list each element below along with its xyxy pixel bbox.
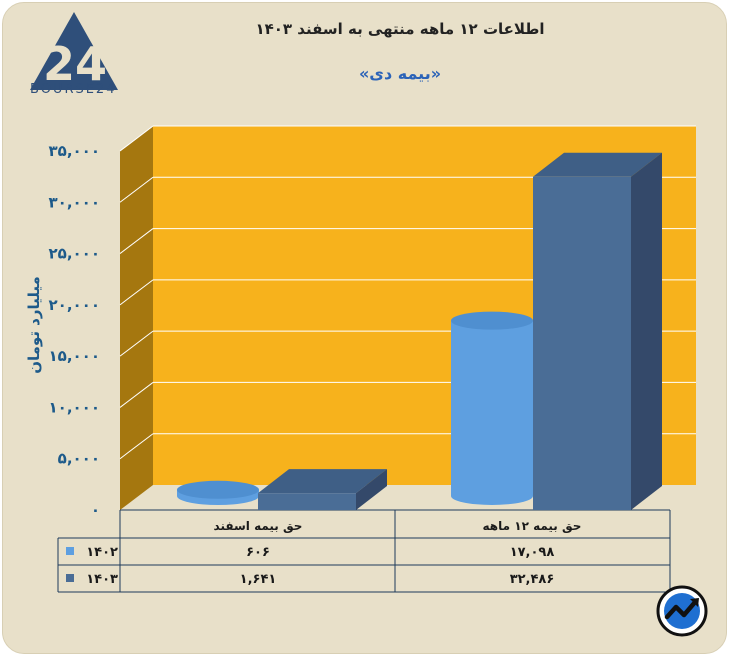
y-tick-label: ۰ — [91, 501, 100, 519]
plot-side-wall — [120, 126, 153, 510]
legend-1402-label: ۱۴۰۲ — [86, 545, 118, 560]
y-tick-label: ۵,۰۰۰ — [58, 450, 100, 468]
y-tick-label: ۳۰,۰۰۰ — [49, 193, 100, 211]
legend-1403-swatch — [66, 574, 74, 582]
bar-1402 — [451, 311, 533, 505]
data-label: ۱,۶۴۱ — [240, 572, 277, 587]
svg-text:24: 24 — [43, 37, 107, 91]
data-label: ۱۷,۰۹۸ — [510, 545, 555, 560]
bar-1403-top — [533, 152, 662, 177]
bar-1402-top — [177, 480, 259, 499]
chart-subtitle: «بیمه دی» — [358, 64, 442, 83]
y-tick-label: ۳۵,۰۰۰ — [49, 142, 100, 160]
gridline-side — [119, 279, 154, 306]
bar-1403-top — [258, 469, 387, 494]
gridline-side — [119, 125, 154, 152]
bar-1403 — [258, 493, 356, 510]
y-tick-label: ۲۵,۰۰۰ — [49, 245, 100, 263]
legend-1403-label: ۱۴۰۳ — [86, 572, 118, 587]
bourse24-logo-icon: 24 — [30, 12, 118, 91]
y-tick-label: ۲۰,۰۰۰ — [49, 296, 100, 314]
gridline-side — [119, 176, 154, 203]
bar-1402-top — [451, 311, 533, 330]
gridline-side — [119, 330, 154, 357]
logo-text: BOURSE24 — [30, 82, 117, 97]
bar-1403-side — [356, 469, 387, 510]
bar-1403 — [533, 176, 631, 511]
data-label: ۶۰۶ — [246, 545, 270, 560]
x-category-label: حق بیمه اسفند — [214, 519, 303, 533]
gridline-side — [119, 382, 154, 408]
y-tick-label: ۱۵,۰۰۰ — [49, 347, 100, 365]
y-tick-label: ۱۰,۰۰۰ — [49, 398, 100, 416]
chart-title: اطلاعات ۱۲ ماهه منتهی به اسفند ۱۴۰۳ — [255, 20, 545, 38]
bar-1403-side — [631, 152, 662, 511]
data-label: ۳۲,۴۸۶ — [510, 572, 555, 587]
trend-arrow-icon[interactable] — [656, 585, 708, 637]
legend-1402-swatch — [66, 547, 74, 555]
bar-1402-body — [451, 320, 533, 505]
gridline-side — [119, 228, 154, 254]
x-category-label: حق بیمه ۱۲ ماهه — [483, 519, 582, 533]
bar-1402 — [177, 480, 259, 505]
gridline-side — [119, 433, 154, 460]
